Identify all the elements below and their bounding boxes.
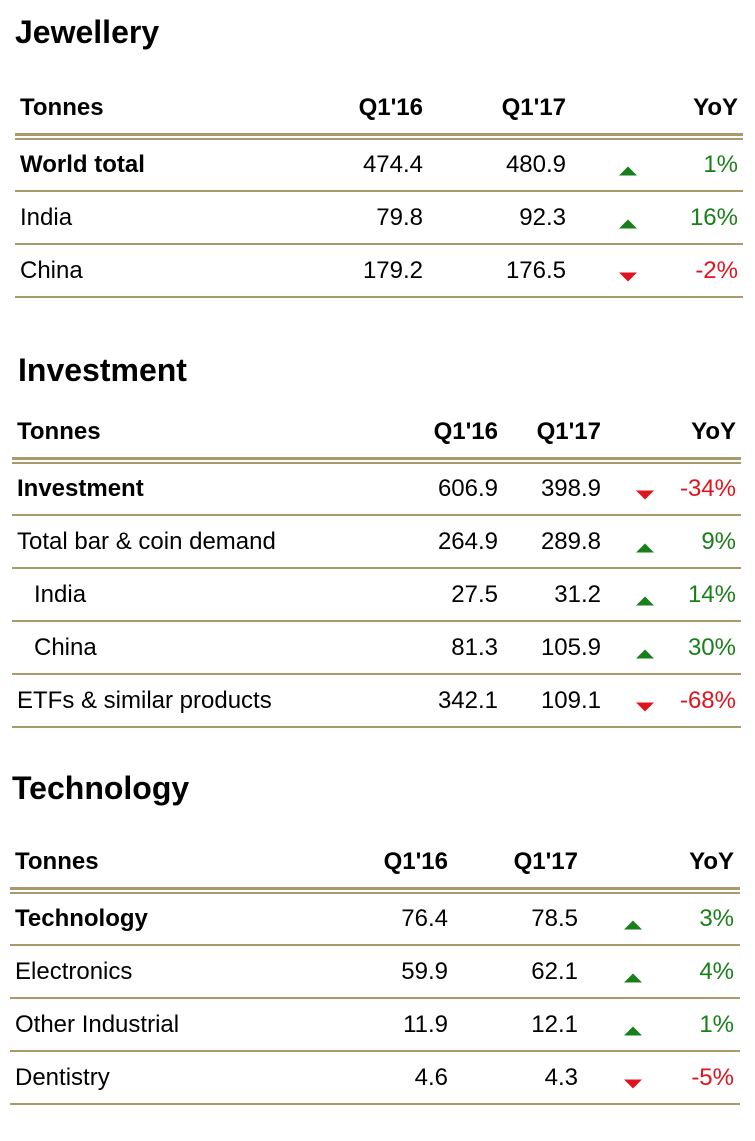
header-tonnes: Tonnes bbox=[20, 94, 104, 121]
value-yoy: 9% bbox=[701, 527, 736, 555]
value-q1-16: 606.9 bbox=[437, 475, 498, 502]
value-yoy: -2% bbox=[695, 256, 738, 284]
value-yoy: 4% bbox=[699, 957, 734, 985]
value-q1-16: 76.4 bbox=[401, 905, 448, 932]
table-row: Technology 76.4 78.5 3% bbox=[10, 894, 740, 946]
table-header-row: Tonnes Q1'16 Q1'17 YoY bbox=[15, 83, 743, 133]
header-q1-17: Q1'17 bbox=[501, 94, 566, 121]
value-q1-16: 11.9 bbox=[403, 1010, 448, 1038]
table-row: ETFs & similar products 342.1 109.1 -68% bbox=[12, 675, 741, 728]
value-yoy: -34% bbox=[679, 475, 736, 502]
header-divider bbox=[10, 887, 740, 894]
value-q1-17: 31.2 bbox=[554, 580, 601, 608]
value-q1-17: 398.9 bbox=[540, 475, 601, 502]
value-q1-17: 289.8 bbox=[540, 527, 601, 555]
table-row: Electronics 59.9 62.1 4% bbox=[10, 946, 740, 999]
trend-up-icon bbox=[624, 920, 642, 930]
header-divider bbox=[15, 133, 743, 140]
value-yoy: 30% bbox=[687, 633, 736, 661]
table-row: Dentistry 4.6 4.3 -5% bbox=[10, 1052, 740, 1105]
table-row: Investment 606.9 398.9 -34% bbox=[12, 464, 741, 516]
table-row: Other Industrial 11.9 12.1 1% bbox=[10, 999, 740, 1052]
header-q1-16: Q1'16 bbox=[383, 848, 448, 875]
header-yoy: YoY bbox=[693, 94, 738, 121]
value-q1-16: 81.3 bbox=[451, 633, 498, 661]
section-title: Jewellery bbox=[15, 14, 160, 50]
value-q1-17: 105.9 bbox=[540, 633, 601, 661]
row-label: Dentistry bbox=[15, 1063, 110, 1091]
trend-up-icon bbox=[636, 649, 654, 658]
header-q1-17: Q1'17 bbox=[513, 848, 578, 875]
data-table: Tonnes Q1'16 Q1'17 YoY Technology 76.4 78.5 3% E… bbox=[10, 837, 740, 1105]
value-q1-17: 12.1 bbox=[531, 1010, 578, 1038]
data-table: Tonnes Q1'16 Q1'17 YoY Investment 606.9 398.9 -… bbox=[12, 407, 741, 728]
header-tonnes: Tonnes bbox=[15, 848, 99, 875]
row-label: India bbox=[20, 203, 73, 231]
value-q1-17: 480.9 bbox=[505, 151, 566, 178]
row-label: China bbox=[20, 256, 83, 284]
table-header-row: Tonnes Q1'16 Q1'17 YoY bbox=[10, 837, 740, 887]
value-q1-16: 4.6 bbox=[414, 1063, 448, 1091]
value-q1-16: 59.9 bbox=[401, 957, 448, 985]
value-yoy: 16% bbox=[689, 203, 738, 231]
value-q1-16: 474.4 bbox=[362, 151, 423, 178]
header-divider bbox=[12, 457, 741, 464]
header-q1-17: Q1'17 bbox=[536, 418, 601, 445]
trend-down-icon bbox=[624, 1079, 642, 1088]
table-row: India 79.8 92.3 16% bbox=[15, 192, 743, 245]
header-tonnes: Tonnes bbox=[17, 418, 101, 445]
row-label: World total bbox=[20, 151, 145, 178]
value-q1-16: 79.8 bbox=[376, 203, 423, 231]
table-header-row: Tonnes Q1'16 Q1'17 YoY bbox=[12, 407, 741, 457]
data-table: Tonnes Q1'16 Q1'17 YoY World total 474.4 480.9… bbox=[15, 83, 743, 298]
header-yoy: YoY bbox=[691, 418, 736, 445]
value-yoy: -68% bbox=[679, 686, 736, 714]
table-row: China 81.3 105.9 30% bbox=[12, 622, 741, 675]
table-row: India 27.5 31.2 14% bbox=[12, 569, 741, 622]
trend-up-icon bbox=[624, 973, 642, 982]
value-q1-17: 78.5 bbox=[531, 905, 578, 932]
trend-up-icon bbox=[624, 1026, 642, 1035]
value-yoy: -5% bbox=[691, 1063, 734, 1091]
row-label: India bbox=[34, 580, 87, 608]
row-label: Total bar & coin demand bbox=[17, 527, 276, 555]
value-yoy: 14% bbox=[687, 580, 736, 608]
trend-down-icon bbox=[636, 490, 654, 500]
value-q1-17: 92.3 bbox=[519, 203, 566, 231]
trend-down-icon bbox=[636, 702, 654, 711]
row-label: China bbox=[34, 633, 97, 661]
row-label: Technology bbox=[15, 905, 148, 932]
value-yoy: 1% bbox=[703, 151, 738, 178]
trend-up-icon bbox=[619, 166, 637, 176]
header-q1-16: Q1'16 bbox=[358, 94, 423, 121]
value-q1-17: 62.1 bbox=[531, 957, 578, 985]
trend-up-icon bbox=[636, 596, 654, 605]
header-yoy: YoY bbox=[689, 848, 734, 875]
value-q1-16: 179.2 bbox=[362, 256, 423, 284]
trend-up-icon bbox=[619, 219, 637, 228]
row-label: Electronics bbox=[15, 957, 133, 985]
section-title: Technology bbox=[12, 770, 190, 806]
trend-down-icon bbox=[619, 272, 637, 281]
row-label: Other Industrial bbox=[15, 1010, 180, 1038]
value-q1-17: 109.1 bbox=[540, 686, 601, 714]
table-row: China 179.2 176.5 -2% bbox=[15, 245, 743, 298]
value-q1-17: 4.3 bbox=[544, 1063, 578, 1091]
section-title: Investment bbox=[18, 352, 187, 388]
row-label: Investment bbox=[17, 475, 144, 502]
table-row: Total bar & coin demand 264.9 289.8 9% bbox=[12, 516, 741, 569]
table-row: World total 474.4 480.9 1% bbox=[15, 140, 743, 192]
row-label: ETFs & similar products bbox=[17, 686, 272, 714]
value-q1-17: 176.5 bbox=[505, 256, 566, 284]
value-yoy: 1% bbox=[699, 1010, 734, 1038]
value-q1-16: 27.5 bbox=[451, 580, 498, 608]
value-q1-16: 342.1 bbox=[437, 686, 498, 714]
value-yoy: 3% bbox=[699, 905, 734, 932]
trend-up-icon bbox=[636, 543, 654, 552]
value-q1-16: 264.9 bbox=[437, 527, 498, 555]
header-q1-16: Q1'16 bbox=[433, 418, 498, 445]
